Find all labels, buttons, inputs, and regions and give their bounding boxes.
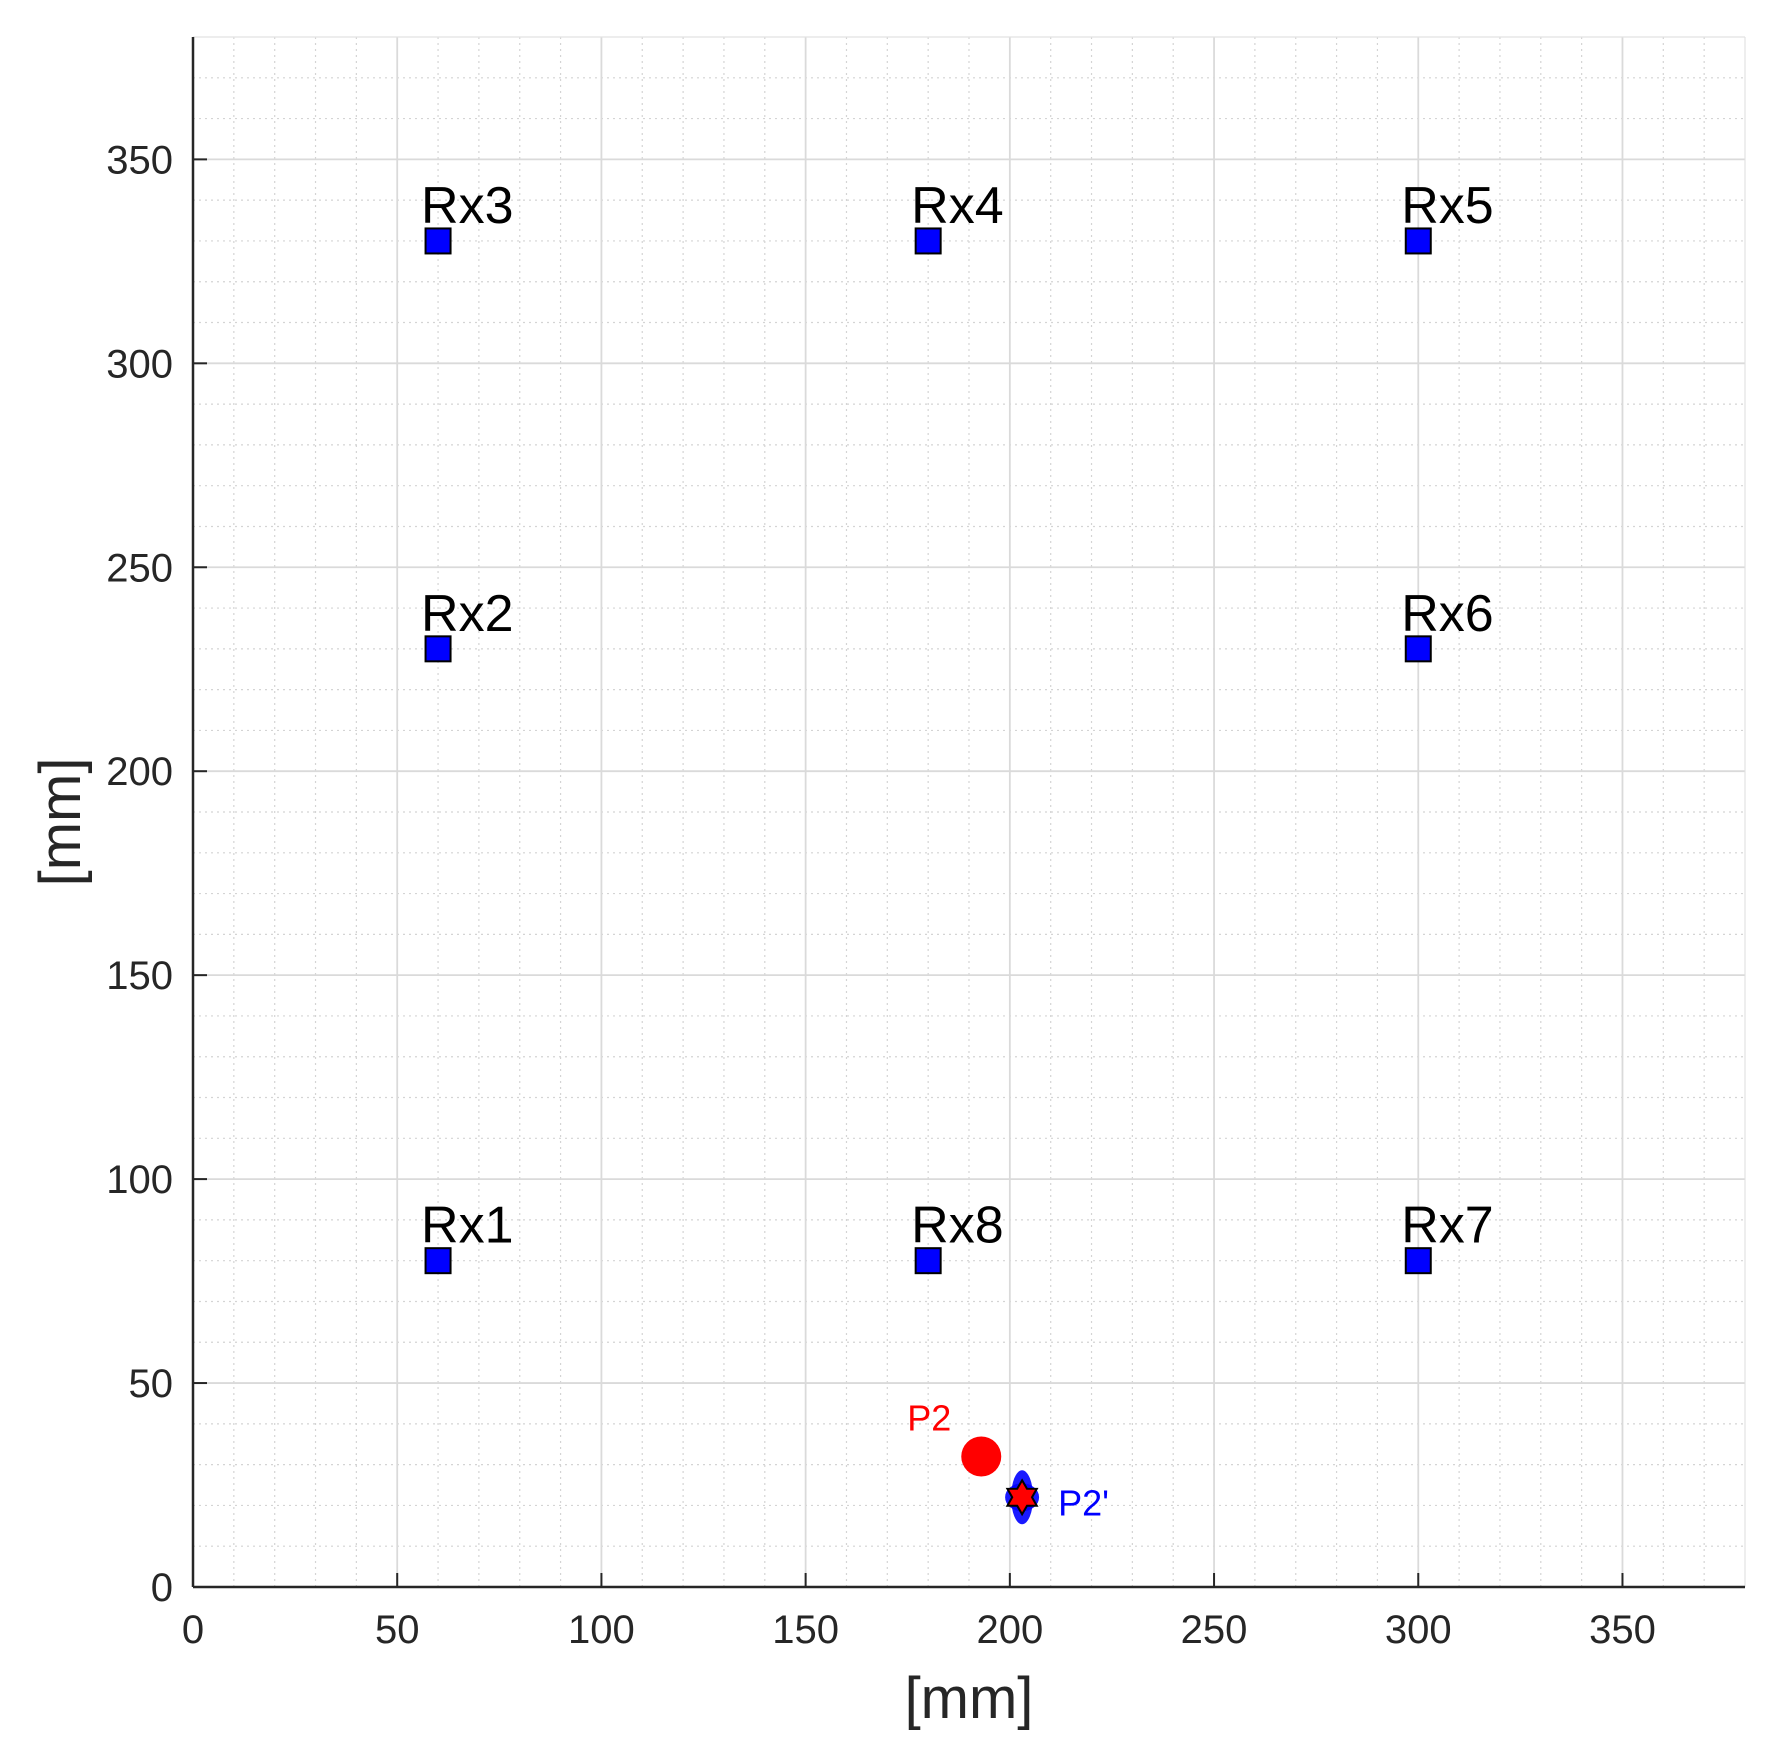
rx-label: Rx3 bbox=[421, 177, 513, 235]
rx-label: Rx6 bbox=[1401, 585, 1493, 643]
y-tick-label: 350 bbox=[106, 138, 173, 182]
rx-square-marker bbox=[424, 635, 452, 663]
rx-square-marker bbox=[424, 227, 452, 255]
y-tick-label: 250 bbox=[106, 546, 173, 590]
x-tick-label: 0 bbox=[182, 1608, 204, 1652]
major-grid bbox=[193, 36, 1746, 1587]
y-tick-label: 0 bbox=[151, 1566, 173, 1610]
rx-square-marker bbox=[424, 1247, 452, 1275]
y-tick-label: 150 bbox=[106, 954, 173, 998]
rx-label: Rx4 bbox=[911, 177, 1003, 235]
x-tick-label: 50 bbox=[375, 1608, 420, 1652]
axes bbox=[191, 37, 1745, 1589]
rx-label: Rx1 bbox=[421, 1197, 513, 1255]
y-tick-label: 200 bbox=[106, 750, 173, 794]
ticks: 0 50 100 150 200 250 300 350 0 50 100 150 200 250 300 3… bbox=[106, 138, 1656, 1652]
p2-label: P2 bbox=[907, 1397, 951, 1438]
hexagram-marker bbox=[1005, 1478, 1039, 1517]
y-tick-label: 100 bbox=[106, 1158, 173, 1202]
x-tick-label: 150 bbox=[772, 1608, 839, 1652]
y-tick-label: 300 bbox=[106, 342, 173, 386]
labels: Rx1 Rx2 Rx3 Rx4 Rx5 Rx6 Rx7 Rx8 P2 P2' bbox=[421, 177, 1494, 1523]
rx-square-marker bbox=[1404, 1247, 1432, 1275]
rx-square-marker bbox=[1404, 227, 1432, 255]
rx-label: Rx7 bbox=[1401, 1197, 1493, 1255]
rx-label: Rx5 bbox=[1401, 177, 1493, 235]
y-axis-label: [mm] bbox=[28, 758, 93, 887]
y-tick-label: 50 bbox=[129, 1362, 174, 1406]
x-tick-label: 100 bbox=[568, 1608, 635, 1652]
rx-square-marker bbox=[914, 1247, 942, 1275]
x-tick-label: 200 bbox=[976, 1608, 1043, 1652]
p2-prime-label: P2' bbox=[1058, 1482, 1109, 1523]
rx-square-marker bbox=[914, 227, 942, 255]
x-axis-label: [mm] bbox=[905, 1666, 1034, 1731]
p2-circle-marker bbox=[961, 1436, 1002, 1477]
rx-label: Rx8 bbox=[911, 1197, 1003, 1255]
x-tick-label: 300 bbox=[1385, 1608, 1452, 1652]
rx-label: Rx2 bbox=[421, 585, 513, 643]
rx-square-marker bbox=[1404, 635, 1432, 663]
x-tick-label: 350 bbox=[1589, 1608, 1656, 1652]
x-tick-label: 250 bbox=[1181, 1608, 1248, 1652]
marks bbox=[424, 227, 1432, 1525]
minor-grid bbox=[193, 37, 1745, 1587]
